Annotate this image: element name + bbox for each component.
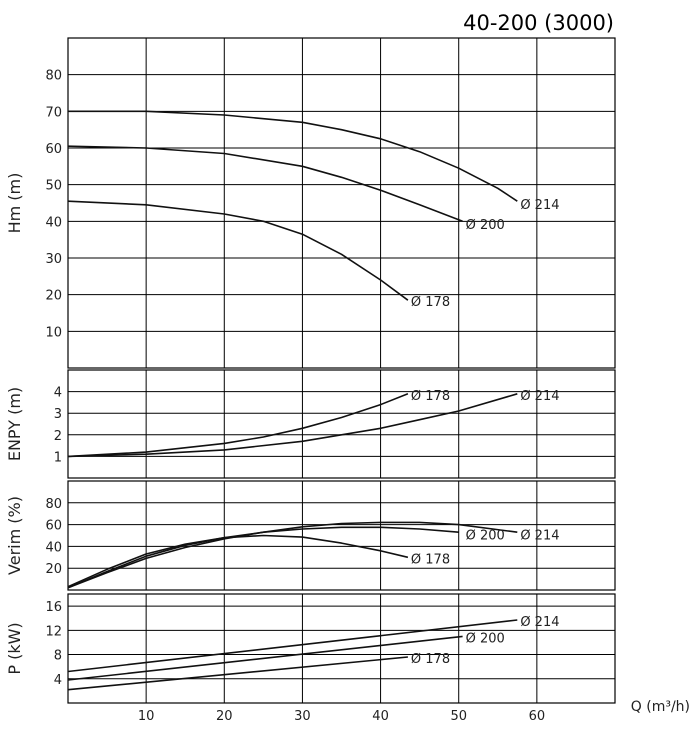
y-tick-label: 16 (45, 600, 62, 615)
y-tick-label: 40 (45, 540, 62, 555)
chart-title: 40-200 (3000) (463, 11, 614, 35)
series-line (67, 635, 463, 681)
y-tick-label: 10 (45, 325, 62, 340)
y-tick-label: 1 (54, 450, 62, 465)
curve-label: Ø 200 (466, 631, 505, 646)
series-line (67, 656, 408, 691)
panel-npsh: 1 2 3 4 ENPY (m) Ø 178 Ø 214 (5, 369, 616, 479)
panel-hm: 10 20 30 40 50 60 70 80 Hm (m) Ø 214 Ø 200 Ø 178 (5, 37, 616, 369)
curve-label: Ø 200 (466, 528, 505, 543)
y-tick-label: 3 (54, 407, 62, 422)
x-axis-label: Q (m³/h) (631, 699, 690, 715)
series-line (67, 526, 459, 589)
y-axis-label: Verim (%) (5, 496, 24, 575)
x-tick-label: 10 (138, 709, 155, 724)
panel-frame (67, 593, 616, 704)
panel-eff: 20 40 60 80 Verim (%) Ø 200 Ø 214 Ø 178 (5, 480, 616, 591)
curve-label: Ø 214 (520, 198, 559, 213)
series-line (67, 145, 463, 223)
y-tick-label: 20 (45, 562, 62, 577)
curve-label: Ø 178 (411, 552, 450, 567)
y-axis-label: P (kW) (5, 622, 24, 674)
panel-frame (67, 37, 616, 369)
y-tick-label: 80 (45, 497, 62, 512)
curve-label: Ø 178 (411, 652, 450, 667)
x-tick-label: 50 (450, 709, 467, 724)
y-axis-label: ENPY (m) (5, 387, 24, 461)
panel-power: 4 8 12 16 P (kW) Ø 214 Ø 200 Ø 178 (5, 593, 616, 704)
series-line (67, 200, 409, 301)
series-line (68, 110, 518, 202)
y-tick-label: 50 (45, 179, 62, 194)
panel-frame (67, 369, 616, 479)
curve-label: Ø 200 (466, 218, 505, 233)
y-tick-label: 40 (45, 215, 62, 230)
x-axis-ticks: 10 20 30 40 50 60 (138, 709, 545, 724)
y-tick-label: 4 (54, 673, 62, 688)
series-line (67, 521, 518, 589)
y-tick-label: 8 (54, 649, 62, 664)
x-tick-label: 60 (529, 709, 546, 724)
y-tick-label: 2 (54, 429, 62, 444)
x-tick-label: 30 (294, 709, 311, 724)
curve-label: Ø 214 (520, 615, 559, 630)
y-tick-label: 20 (45, 289, 62, 304)
y-tick-label: 70 (45, 105, 62, 120)
curve-label: Ø 178 (411, 295, 450, 310)
y-axis-label: Hm (m) (5, 173, 24, 234)
panel-frame (67, 480, 616, 591)
y-tick-label: 60 (45, 519, 62, 534)
x-tick-label: 20 (216, 709, 233, 724)
x-tick-label: 40 (372, 709, 389, 724)
y-tick-label: 60 (45, 142, 62, 157)
series-line (67, 393, 409, 458)
series-line (67, 534, 409, 588)
curve-label: Ø 214 (520, 389, 559, 404)
series-line (67, 393, 518, 458)
curve-label: Ø 178 (411, 389, 450, 404)
y-tick-label: 4 (54, 386, 62, 401)
y-tick-label: 12 (45, 624, 62, 639)
curve-label: Ø 214 (520, 528, 559, 543)
series-line (67, 619, 518, 673)
y-tick-label: 30 (45, 252, 62, 267)
y-tick-label: 80 (45, 69, 62, 84)
